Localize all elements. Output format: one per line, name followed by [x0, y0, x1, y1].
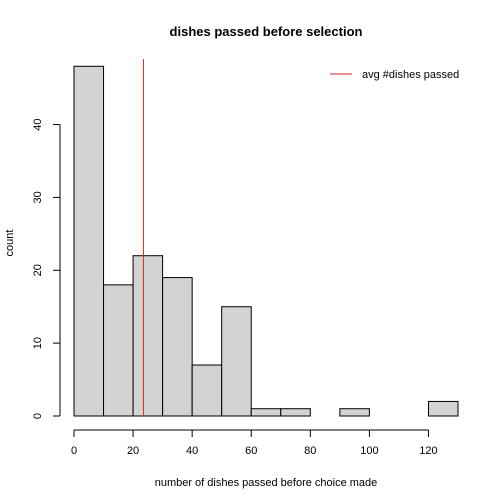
y-tick-label-30: 30 — [32, 191, 44, 203]
bar-120-130 — [427, 400, 459, 417]
y-tick-label-20: 20 — [32, 264, 44, 276]
x-tick-label-0: 0 — [71, 445, 77, 457]
bar-90-100 — [339, 408, 370, 417]
x-tick-label-60: 60 — [245, 445, 257, 457]
legend-label-avg-dishes: avg #dishes passed — [362, 69, 459, 81]
x-tick-label-80: 80 — [304, 445, 316, 457]
y-tick-label-10: 10 — [32, 337, 44, 349]
bar-40-50 — [191, 364, 223, 417]
bar-60-70 — [250, 408, 282, 417]
bar-10-20 — [103, 284, 134, 417]
x-tick-label-20: 20 — [127, 445, 139, 457]
y-tick-label-40: 40 — [32, 118, 44, 130]
x-axis: 0 20 40 60 80 100 120 — [71, 429, 438, 457]
y-axis-label: count — [4, 230, 16, 257]
bar-0-10 — [73, 65, 105, 417]
bars-layer — [73, 65, 459, 417]
x-tick-label-100: 100 — [360, 445, 378, 457]
bar-30-40 — [162, 277, 193, 417]
bar-50-60 — [221, 306, 252, 417]
chart-title: dishes passed before selection — [170, 24, 363, 39]
bar-70-80 — [280, 408, 311, 417]
x-tick-label-120: 120 — [419, 445, 437, 457]
x-tick-label-40: 40 — [186, 445, 198, 457]
y-tick-label-0: 0 — [32, 413, 44, 419]
legend: avg #dishes passed — [330, 69, 459, 81]
x-axis-label: number of dishes passed before choice ma… — [155, 477, 378, 489]
bar-20-30 — [132, 255, 164, 417]
y-axis: 0 10 20 30 40 — [32, 118, 61, 419]
